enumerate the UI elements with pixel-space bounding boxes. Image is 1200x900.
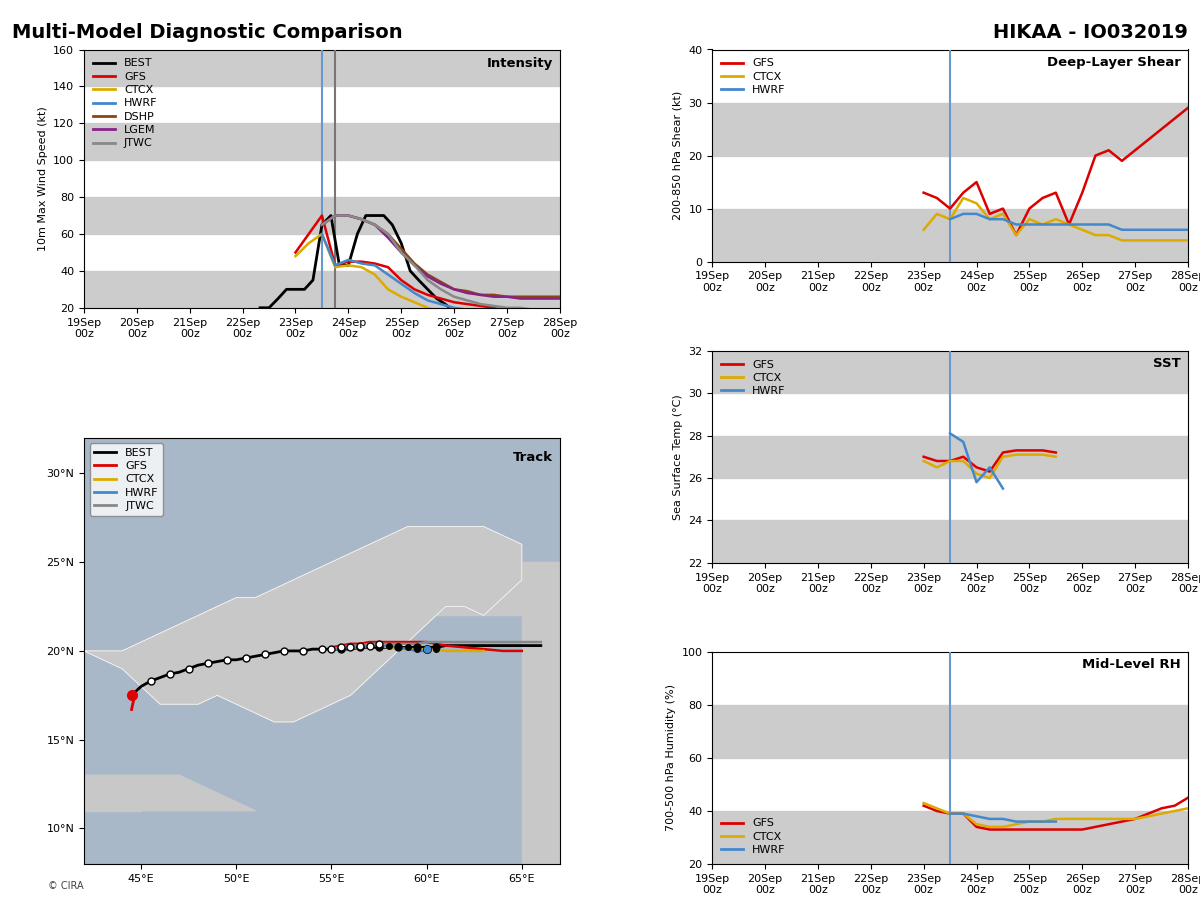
- Polygon shape: [0, 526, 522, 740]
- Text: Intensity: Intensity: [486, 58, 553, 70]
- Bar: [712, 436, 1188, 478]
- Polygon shape: [65, 793, 142, 811]
- Polygon shape: [522, 616, 560, 864]
- Text: Track: Track: [512, 451, 553, 464]
- Bar: [712, 520, 1188, 562]
- Legend: GFS, CTCX, HWRF: GFS, CTCX, HWRF: [718, 356, 788, 400]
- Bar: [84, 50, 560, 86]
- Bar: [712, 351, 1188, 393]
- Text: Multi-Model Diagnostic Comparison: Multi-Model Diagnostic Comparison: [12, 22, 403, 41]
- Text: SST: SST: [1153, 357, 1181, 370]
- Y-axis label: 10m Max Wind Speed (kt): 10m Max Wind Speed (kt): [37, 106, 48, 251]
- Bar: [84, 123, 560, 160]
- Polygon shape: [427, 562, 560, 616]
- Bar: [84, 197, 560, 234]
- Legend: GFS, CTCX, HWRF: GFS, CTCX, HWRF: [718, 55, 788, 98]
- Y-axis label: 200-850 hPa Shear (kt): 200-850 hPa Shear (kt): [673, 91, 683, 220]
- Text: © CIRA: © CIRA: [48, 881, 84, 891]
- Y-axis label: 700-500 hPa Humidity (%): 700-500 hPa Humidity (%): [666, 684, 676, 832]
- Legend: BEST, GFS, CTCX, HWRF, DSHP, LGEM, JTWC: BEST, GFS, CTCX, HWRF, DSHP, LGEM, JTWC: [90, 55, 161, 152]
- Bar: [84, 271, 560, 308]
- Legend: BEST, GFS, CTCX, HWRF, JTWC: BEST, GFS, CTCX, HWRF, JTWC: [90, 444, 163, 516]
- Bar: [712, 705, 1188, 758]
- Text: Mid-Level RH: Mid-Level RH: [1082, 658, 1181, 671]
- Legend: GFS, CTCX, HWRF: GFS, CTCX, HWRF: [718, 815, 788, 859]
- Y-axis label: Sea Surface Temp (°C): Sea Surface Temp (°C): [673, 394, 683, 519]
- Text: HIKAA - IO032019: HIKAA - IO032019: [994, 22, 1188, 41]
- Text: Deep-Layer Shear: Deep-Layer Shear: [1046, 56, 1181, 69]
- Bar: [712, 811, 1188, 864]
- Bar: [712, 103, 1188, 156]
- Polygon shape: [46, 775, 256, 811]
- Bar: [712, 209, 1188, 262]
